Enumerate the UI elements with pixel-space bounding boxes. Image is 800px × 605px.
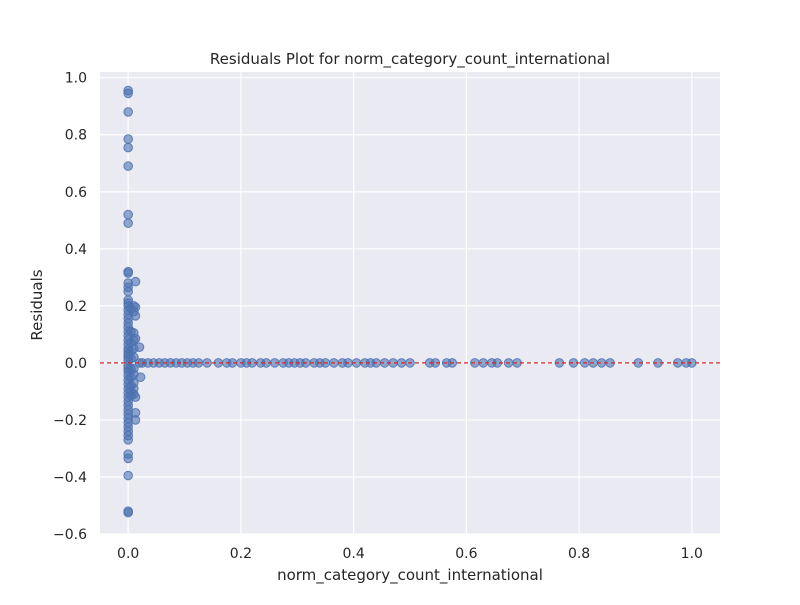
y-tick-labels: −0.6 −0.4 −0.2 0.0 0.2 0.4 0.6 0.8 1.0 xyxy=(53,71,87,543)
y-tick-label: −0.6 xyxy=(53,527,87,543)
x-tick-label: 0.8 xyxy=(568,546,590,562)
data-point xyxy=(130,415,141,425)
data-point xyxy=(134,342,145,353)
data-point xyxy=(123,470,133,481)
data-point xyxy=(130,302,141,313)
data-point xyxy=(123,507,133,518)
data-point xyxy=(130,392,141,402)
data-point xyxy=(123,209,133,220)
data-point xyxy=(123,453,133,464)
data-point xyxy=(123,88,133,99)
x-tick-label: 0.4 xyxy=(343,546,365,562)
data-point xyxy=(129,352,139,362)
data-point xyxy=(130,311,141,321)
x-tick-label: 0.6 xyxy=(455,546,477,562)
x-axis-label: norm_category_count_international xyxy=(277,566,543,585)
data-point xyxy=(123,435,133,445)
y-axis-label: Residuals xyxy=(28,269,46,340)
grid-lines xyxy=(100,72,720,535)
y-tick-label: −0.2 xyxy=(53,413,87,429)
data-point xyxy=(123,218,133,228)
data-points xyxy=(123,85,697,518)
x-tick-label: 1.0 xyxy=(681,546,703,562)
data-point xyxy=(123,161,133,171)
y-tick-label: 0.0 xyxy=(65,356,87,372)
y-tick-label: −0.4 xyxy=(53,470,87,486)
data-point xyxy=(130,276,141,287)
plot-area xyxy=(100,72,720,534)
data-point xyxy=(123,134,133,144)
y-tick-label: 0.2 xyxy=(65,299,87,315)
data-point xyxy=(123,107,133,117)
data-point xyxy=(130,333,141,344)
x-tick-label: 0.2 xyxy=(230,546,252,562)
y-tick-label: 0.8 xyxy=(65,128,87,144)
x-tick-labels: 0.0 0.2 0.4 0.6 0.8 1.0 xyxy=(117,546,703,562)
x-tick-label: 0.0 xyxy=(117,546,139,562)
data-point xyxy=(123,142,133,153)
data-point xyxy=(123,268,133,278)
y-tick-label: 0.6 xyxy=(65,185,87,201)
data-point xyxy=(123,286,133,297)
y-tick-label: 1.0 xyxy=(65,71,87,87)
y-tick-label: 0.4 xyxy=(65,242,87,258)
chart-title: Residuals Plot for norm_category_count_i… xyxy=(210,50,610,69)
data-point xyxy=(135,372,146,382)
